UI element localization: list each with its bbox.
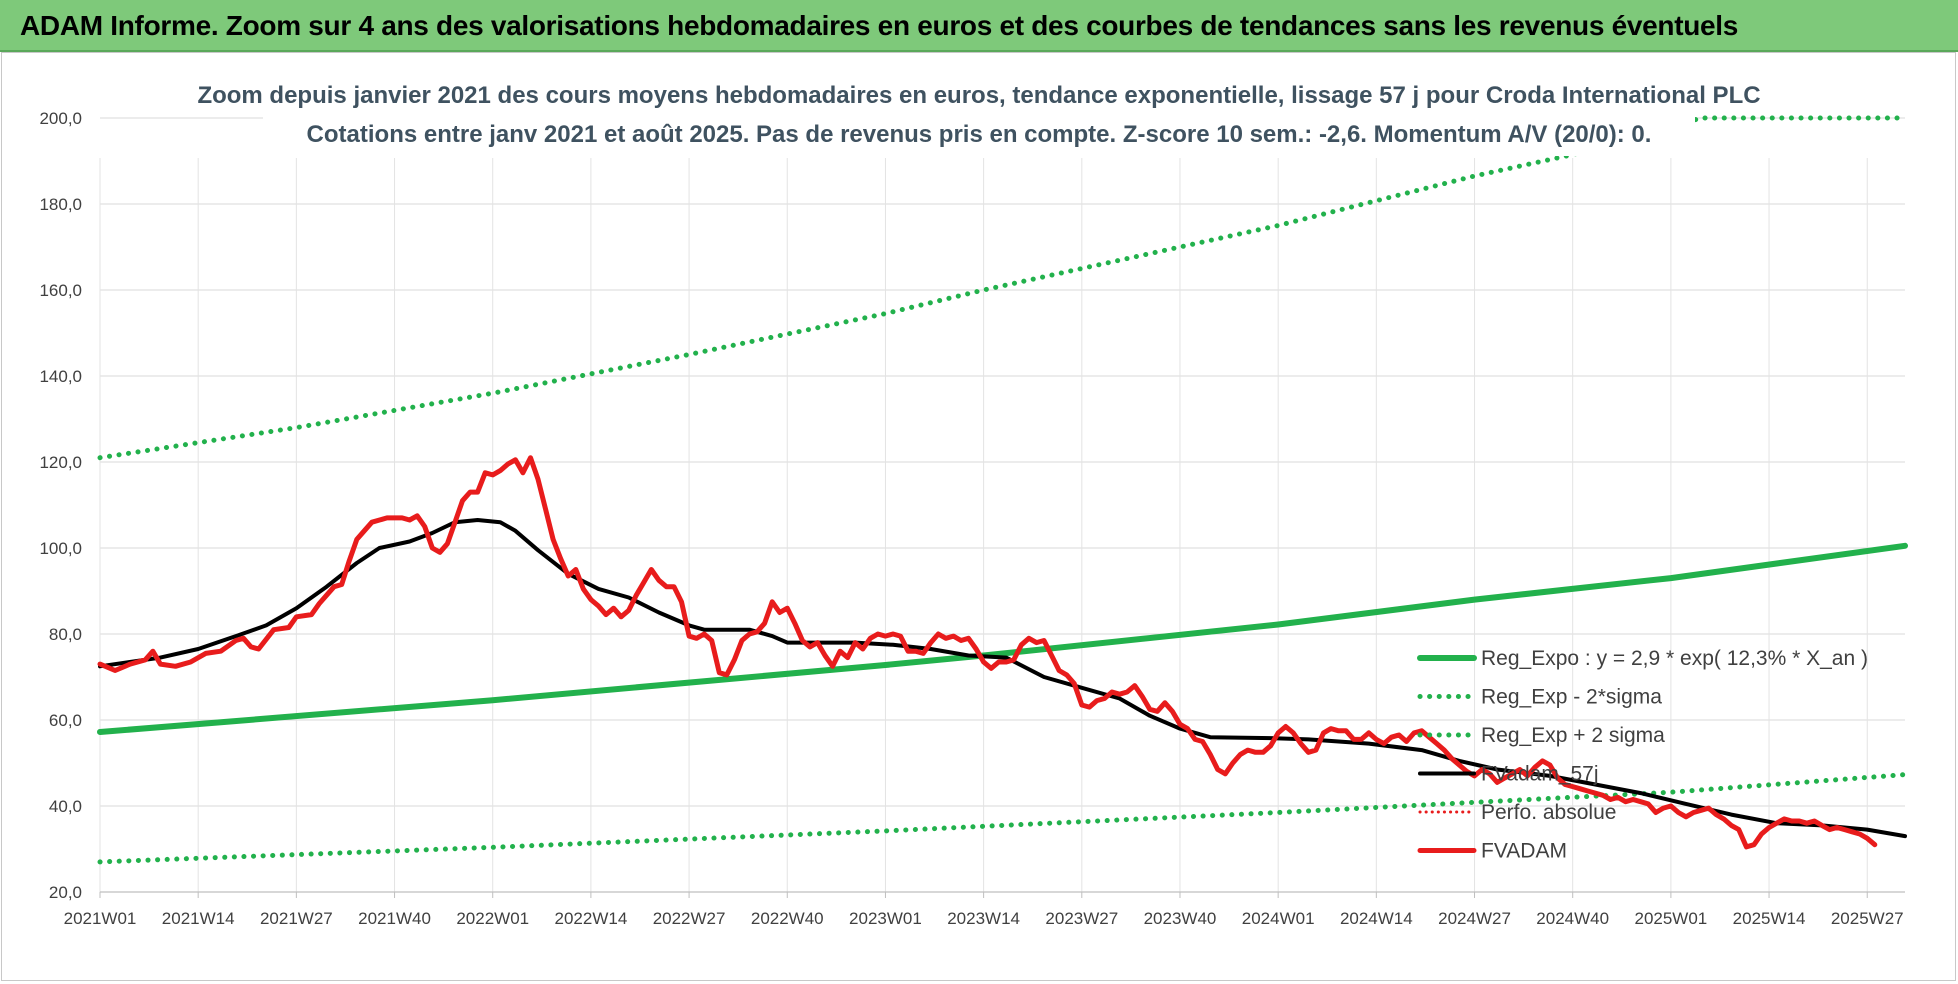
y-tick-label: 60,0 [49,711,82,730]
legend-label-reg_plus: Reg_Exp + 2 sigma [1481,724,1665,747]
x-tick-label: 2022W14 [555,909,628,928]
series-line-fvadam [97,455,1878,850]
x-tick-label: 2024W14 [1340,909,1413,928]
x-axis-ticks: 2021W01 2021W14 2021W27 2021W40 2022W01 2022W… [64,909,1904,928]
y-tick-label: 200,0 [39,109,82,128]
x-tick-label: 2025W01 [1634,909,1707,928]
x-tick-label: 2023W27 [1045,909,1118,928]
series-line-reg_minus [97,772,1908,865]
x-tick-label: 2023W14 [947,909,1020,928]
chart-frame [1,52,1956,981]
x-tick-label: 2022W01 [456,909,529,928]
legend-label-fvadam: FVADAM [1481,840,1567,863]
x-tick-label: 2025W14 [1733,909,1806,928]
series-line-reg_plus [97,115,1908,461]
grid-lines [99,117,1905,898]
series-line-reg_expo [97,542,1908,735]
chart-title: Zoom depuis janvier 2021 des cours moyen… [197,76,1761,156]
x-tick-label: 2022W27 [653,909,726,928]
series-line-fvadam_57j [98,518,1907,839]
chart-legend: Reg_Expo : y = 2,9 * exp( 12,3% * X_an )… [1417,647,1868,863]
y-tick-label: 80,0 [49,625,82,644]
report-banner: ADAM Informe. Zoom sur 4 ans des valoris… [0,0,1958,52]
x-tick-label: 2021W40 [358,909,431,928]
x-tick-label: 2025W27 [1831,909,1904,928]
y-axis-ticks: 20,0 40,0 60,0 80,0 100,0 120,0 140,0 160,0 180,… [39,109,82,902]
x-tick-label: 2021W27 [260,909,333,928]
x-tick-label: 2024W01 [1242,909,1315,928]
y-tick-label: 40,0 [49,797,82,816]
x-tick-label: 2022W40 [751,909,824,928]
y-tick-label: 20,0 [49,883,82,902]
legend-label-reg_minus: Reg_Exp - 2*sigma [1481,686,1662,709]
x-tick-label: 2021W14 [162,909,235,928]
chart-title-line-1: Zoom depuis janvier 2021 des cours moyen… [197,82,1760,109]
legend-label-perfo: Perfo. absolue [1481,801,1616,824]
x-tick-label: 2021W01 [64,909,137,928]
y-tick-label: 140,0 [39,367,82,386]
y-tick-label: 120,0 [39,453,82,472]
legend-label-fvadam_57j: FVadam_57j [1481,763,1599,786]
series-lines [97,115,1908,865]
x-tick-label: 2023W01 [849,909,922,928]
x-tick-label: 2024W27 [1438,909,1511,928]
x-tick-label: 2024W40 [1536,909,1609,928]
chart-title-line-2: Cotations entre janv 2021 et août 2025. … [307,121,1652,148]
x-tick-label: 2023W40 [1144,909,1217,928]
legend-label-reg_expo: Reg_Expo : y = 2,9 * exp( 12,3% * X_an ) [1481,647,1868,670]
y-tick-label: 160,0 [39,281,82,300]
y-tick-label: 180,0 [39,195,82,214]
y-tick-label: 100,0 [39,539,82,558]
banner-title: ADAM Informe. Zoom sur 4 ans des valoris… [20,10,1739,41]
